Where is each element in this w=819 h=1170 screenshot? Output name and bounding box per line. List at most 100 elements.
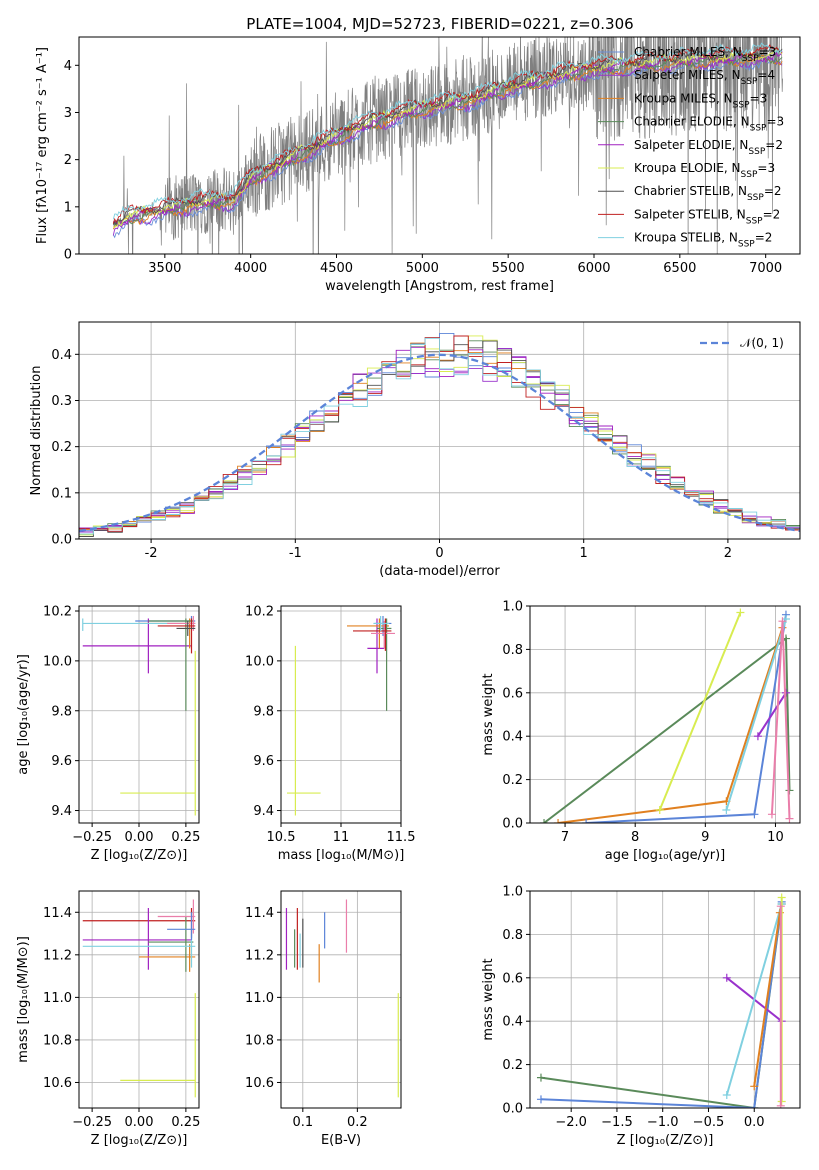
x-tick-label: −1.0 bbox=[647, 1115, 679, 1130]
y-tick-label: 10.0 bbox=[245, 654, 274, 669]
spectrum-panel: 3500 4000 4500 5000 5500 6000 6500 7000 0 1 2 3 4 wav… bbox=[35, 36, 801, 294]
mass-weight-line bbox=[540, 901, 783, 1108]
y-tick-label: 10.2 bbox=[245, 604, 274, 619]
age-vs-z-panel: −0.25 0.00 0.25 9.4 9.6 9.8 10.0 10.2 Z [log₁₀(Z… bbox=[16, 604, 200, 863]
mass-weight-marker bbox=[722, 805, 731, 814]
x-tick-label: 7 bbox=[561, 830, 569, 845]
y-axis-label: mass weight bbox=[481, 958, 496, 1040]
mass-weight-marker bbox=[655, 805, 664, 814]
mass-weight-line bbox=[753, 912, 781, 1087]
plot-area bbox=[285, 899, 399, 1098]
y-tick-label: 10.8 bbox=[43, 1033, 72, 1048]
mass-weight-marker bbox=[750, 1082, 759, 1091]
y-tick-label: 0 bbox=[64, 248, 72, 263]
y-tick-label: 0.8 bbox=[502, 928, 523, 943]
y-tick-label: 0.2 bbox=[502, 1058, 523, 1073]
plot-area bbox=[536, 893, 786, 1108]
legend-entry-label: 𝒩(0, 1) bbox=[740, 336, 784, 350]
weight-vs-z-panel: −2.0 −1.5 −1.0 −0.5 0.0 0.0 0.2 0.4 0.6 0.8 1.0 Z [… bbox=[481, 885, 801, 1148]
y-tick-label: 0.6 bbox=[502, 971, 523, 986]
mass-vs-ebv-panel: 0.1 0.2 10.6 10.8 11.0 11.2 11.4 E(B-V) bbox=[245, 890, 402, 1148]
x-axis-label: (data-model)/error bbox=[379, 564, 500, 579]
x-tick-label: 3500 bbox=[148, 261, 181, 276]
x-tick-label: 7000 bbox=[749, 261, 782, 276]
x-tick-label: −1.5 bbox=[601, 1115, 633, 1130]
x-axis-label: E(B-V) bbox=[321, 1133, 361, 1148]
residual-histogram bbox=[79, 346, 800, 530]
y-axis-label: Flux [fλ10⁻¹⁷ erg cm⁻² s⁻¹ A⁻¹] bbox=[35, 47, 50, 244]
axes-frame bbox=[78, 36, 801, 255]
y-tick-label: 0.0 bbox=[502, 1102, 523, 1117]
y-tick-label: 0.6 bbox=[502, 686, 523, 701]
x-tick-label: 2 bbox=[724, 546, 732, 561]
mass-weight-marker bbox=[536, 1095, 545, 1104]
y-axis-label: Normed distribution bbox=[29, 366, 44, 496]
observed-spectrum-line bbox=[112, 37, 783, 254]
mass-weight-line bbox=[725, 903, 783, 1096]
legend-entry-label: Kroupa ELODIE, NSSP=3 bbox=[634, 161, 775, 180]
y-tick-label: 11.4 bbox=[245, 906, 274, 921]
y-tick-label: 9.6 bbox=[51, 754, 72, 769]
x-tick-label: 0.00 bbox=[125, 830, 154, 845]
y-tick-label: 0.2 bbox=[502, 773, 523, 788]
x-tick-label: 11 bbox=[333, 830, 350, 845]
y-tick-label: 10.6 bbox=[245, 1076, 274, 1091]
axes-frame bbox=[280, 890, 402, 1109]
x-axis-label: mass [log₁₀(M/M⊙)] bbox=[278, 848, 405, 863]
mass-weight-marker bbox=[722, 1090, 731, 1099]
mass-weight-line bbox=[586, 614, 787, 823]
mass-weight-marker bbox=[582, 819, 591, 823]
y-tick-label: 11.0 bbox=[43, 991, 72, 1006]
mass-weight-marker bbox=[785, 814, 794, 823]
y-tick-label: 10.2 bbox=[43, 604, 72, 619]
mass-weight-marker bbox=[750, 1104, 759, 1108]
y-tick-label: 11.2 bbox=[245, 948, 274, 963]
plot-area bbox=[82, 615, 196, 816]
y-tick-label: 0.3 bbox=[51, 394, 72, 409]
mass-weight-marker bbox=[736, 608, 745, 617]
legend-entry-label: Chabrier STELIB, NSSP=2 bbox=[634, 184, 782, 203]
y-tick-label: 9.6 bbox=[253, 754, 274, 769]
y-tick-label: 0.4 bbox=[502, 1015, 523, 1030]
y-tick-label: 1.0 bbox=[502, 600, 523, 615]
mass-weight-marker bbox=[750, 810, 759, 819]
x-tick-label: 0.0 bbox=[744, 1115, 765, 1130]
mass-weight-marker bbox=[767, 810, 776, 819]
mass-weight-marker bbox=[777, 893, 786, 902]
x-tick-label: −0.25 bbox=[72, 1115, 112, 1130]
mass-weight-marker bbox=[540, 819, 549, 823]
x-tick-label: −2.0 bbox=[555, 1115, 587, 1130]
y-tick-label: 4 bbox=[64, 59, 72, 74]
mass-weight-marker bbox=[536, 1073, 545, 1082]
y-tick-label: 0.2 bbox=[51, 440, 72, 455]
x-tick-label: 6500 bbox=[663, 261, 696, 276]
y-tick-label: 1 bbox=[64, 200, 72, 215]
y-tick-label: 10.0 bbox=[43, 654, 72, 669]
plot-area bbox=[287, 615, 395, 816]
normal-reference-curve bbox=[79, 353, 800, 533]
mass-weight-line bbox=[725, 618, 787, 811]
y-tick-label: 9.4 bbox=[253, 804, 274, 819]
legend-entry-label: Kroupa STELIB, NSSP=2 bbox=[634, 231, 772, 250]
plot-area bbox=[79, 332, 800, 537]
x-tick-label: 11.5 bbox=[387, 830, 416, 845]
x-tick-label: 0.1 bbox=[292, 1115, 313, 1130]
y-tick-label: 0.0 bbox=[51, 533, 72, 548]
x-tick-label: 5500 bbox=[492, 261, 525, 276]
mass-weight-marker bbox=[776, 902, 785, 911]
residual-histogram bbox=[79, 337, 800, 535]
y-tick-label: 0.1 bbox=[51, 486, 72, 501]
residuals-panel: -2 -1 0 1 2 0.0 0.1 0.2 0.3 0.4 (data-model)/error… bbox=[29, 321, 801, 579]
legend-entry-label: Chabrier ELODIE, NSSP=3 bbox=[634, 115, 784, 134]
x-axis-label: Z [log₁₀(Z/Z⊙)] bbox=[91, 848, 188, 863]
mass-weight-marker bbox=[753, 732, 762, 741]
mass-weight-marker bbox=[554, 819, 563, 823]
y-tick-label: 0.4 bbox=[51, 348, 72, 363]
y-tick-label: 0.8 bbox=[502, 643, 523, 658]
y-tick-label: 0.0 bbox=[502, 817, 523, 832]
y-tick-label: 9.8 bbox=[253, 704, 274, 719]
x-tick-label: 0.25 bbox=[171, 1115, 200, 1130]
mass-weight-line bbox=[757, 692, 787, 737]
y-tick-label: 11.2 bbox=[43, 948, 72, 963]
